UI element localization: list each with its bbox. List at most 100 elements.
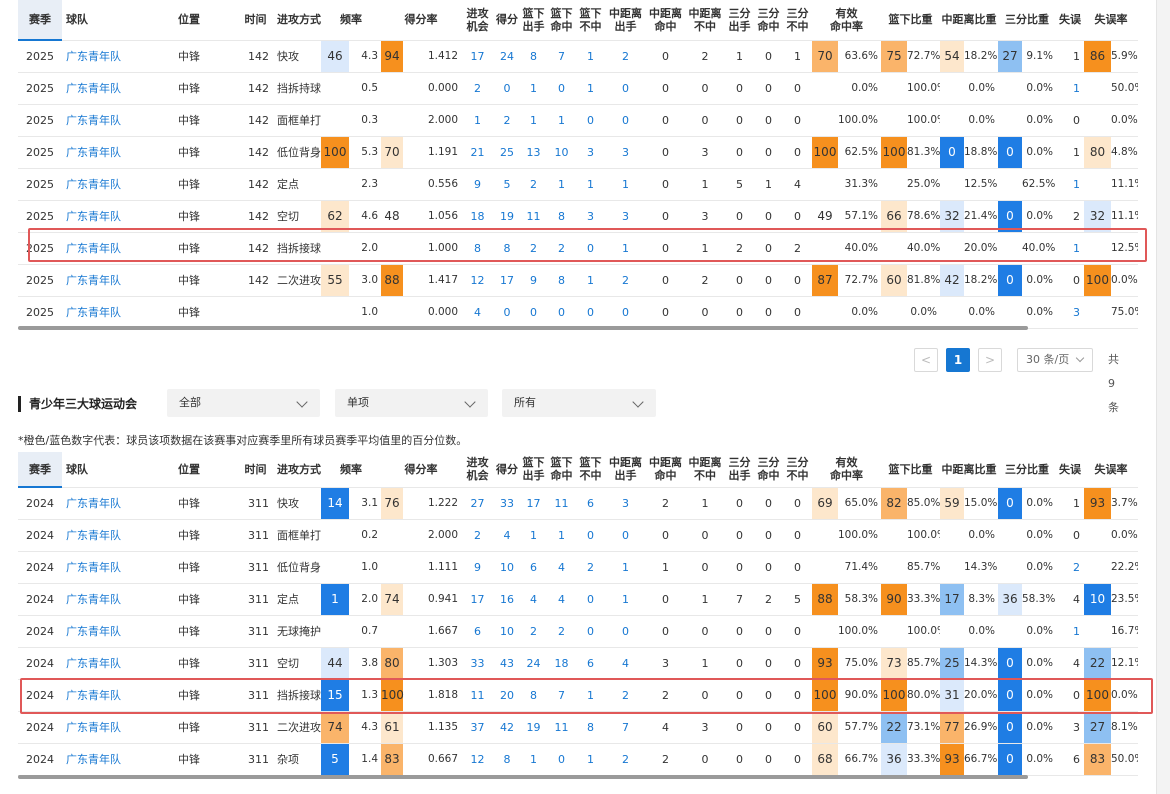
table2-horizontal-scrollbar[interactable] (18, 775, 1028, 779)
column-header[interactable]: 失误 (1056, 452, 1084, 488)
column-header[interactable]: 时间 (238, 452, 273, 488)
table-row[interactable]: 2025 广东青年队 中锋 1.0 0.000 4 0 0 0 0 0 0 0 0 0 0 0.0% 0.0% 0.… (18, 296, 1138, 329)
freq-value: 0.7 (361, 625, 378, 637)
table-row[interactable]: 2024 广东青年队 中锋 311 二次进攻 74 4.3 61 1.135 37 42 19 11 8 7… (18, 711, 1138, 744)
team-cell[interactable]: 广东青年队 (62, 40, 174, 73)
column-header[interactable]: 有效 命中率 (812, 452, 881, 488)
team-cell[interactable]: 广东青年队 (62, 519, 174, 552)
column-header[interactable]: 中距离 命中 (646, 452, 685, 488)
efg-percentile-badge (812, 73, 838, 104)
column-header[interactable]: 三分 命中 (754, 0, 783, 41)
column-header[interactable]: 篮下 命中 (547, 452, 576, 488)
table1-horizontal-scrollbar[interactable] (18, 326, 1028, 330)
column-header[interactable]: 失误率 (1084, 452, 1138, 488)
column-header[interactable]: 三分 不中 (783, 0, 812, 41)
tovr-value: 16.7% (1111, 625, 1138, 637)
column-header[interactable]: 位置 (174, 0, 238, 41)
column-header[interactable]: 得分率 (381, 0, 461, 41)
column-header[interactable]: 时间 (238, 0, 273, 41)
table-row[interactable]: 2025 广东青年队 中锋 142 挡拆接球 2.0 1.000 8 8 2 2 0 1 0 1 2 0 2 40.… (18, 232, 1138, 265)
column-header[interactable]: 赛季 (18, 0, 62, 41)
column-header[interactable]: 位置 (174, 452, 238, 488)
column-header[interactable]: 进攻 机会 (461, 0, 494, 41)
team-cell[interactable]: 广东青年队 (62, 487, 174, 520)
column-header[interactable]: 失误 (1056, 0, 1084, 41)
column-header[interactable]: 球队 (62, 452, 174, 488)
column-header[interactable]: 频率 (321, 0, 381, 41)
column-header[interactable]: 三分 命中 (754, 452, 783, 488)
team-cell[interactable]: 广东青年队 (62, 104, 174, 137)
team-cell[interactable]: 广东青年队 (62, 168, 174, 201)
team-cell[interactable]: 广东青年队 (62, 296, 174, 329)
table-row[interactable]: 2024 广东青年队 中锋 311 杂项 5 1.4 83 0.667 12 8 1 0 1 2 2 0 0 0 0 6… (18, 743, 1138, 776)
column-header[interactable]: 中距离 不中 (685, 452, 725, 488)
column-header[interactable]: 中距离比重 (940, 452, 998, 488)
filter-select-1[interactable]: 全部 (167, 389, 320, 417)
column-header[interactable]: 篮下 出手 (520, 0, 547, 41)
table-row[interactable]: 2024 广东青年队 中锋 311 挡拆接球 15 1.3 100 1.818 11 20 8 7 1 2 2… (18, 679, 1138, 712)
column-header[interactable]: 篮下 不中 (576, 452, 605, 488)
table-row[interactable]: 2024 广东青年队 中锋 311 快攻 14 3.1 76 1.222 27 33 17 11 6 3 2 1… (18, 487, 1138, 520)
column-header[interactable]: 三分比重 (998, 452, 1056, 488)
column-header[interactable]: 得分 (494, 0, 520, 41)
column-header[interactable]: 中距离比重 (940, 0, 998, 41)
column-header[interactable]: 篮下 出手 (520, 452, 547, 488)
table-row[interactable]: 2024 广东青年队 中锋 311 低位背身 1.0 1.111 9 10 6 4 2 1 1 0 0 0 0 71… (18, 551, 1138, 584)
column-header[interactable]: 篮下 不中 (576, 0, 605, 41)
column-header[interactable]: 中距离 出手 (605, 0, 646, 41)
table-row[interactable]: 2025 广东青年队 中锋 142 面框单打 0.3 2.000 1 2 1 1 0 0 0 0 0 0 0 100… (18, 104, 1138, 137)
column-header[interactable]: 三分 出手 (725, 0, 754, 41)
tovr-cell: 27 8.1% (1084, 711, 1138, 744)
column-header[interactable]: 有效 命中率 (812, 0, 881, 41)
column-header[interactable]: 得分率 (381, 452, 461, 488)
page-1-button[interactable]: 1 (946, 348, 970, 372)
column-header[interactable]: 三分 出手 (725, 452, 754, 488)
filter-select-2[interactable]: 单项 (335, 389, 488, 417)
page-size-select[interactable]: 30 条/页 (1017, 348, 1093, 372)
team-cell[interactable]: 广东青年队 (62, 647, 174, 680)
column-header[interactable]: 篮下 命中 (547, 0, 576, 41)
next-page-button[interactable]: > (978, 348, 1002, 372)
team-cell[interactable]: 广东青年队 (62, 615, 174, 648)
column-header[interactable]: 中距离 不中 (685, 0, 725, 41)
type-cell: 空切 (273, 647, 321, 680)
prev-page-button[interactable]: < (914, 348, 938, 372)
column-header[interactable]: 篮下比重 (881, 0, 940, 41)
team-cell[interactable]: 广东青年队 (62, 743, 174, 776)
table-row[interactable]: 2024 广东青年队 中锋 311 无球掩护 0.7 1.667 6 10 2 2 0 0 0 0 0 0 0 10… (18, 615, 1138, 648)
team-cell[interactable]: 广东青年队 (62, 72, 174, 105)
team-cell[interactable]: 广东青年队 (62, 551, 174, 584)
table-row[interactable]: 2025 广东青年队 中锋 142 空切 62 4.6 48 1.056 18 19 11 8 3 3 0 3 0… (18, 200, 1138, 233)
table-row[interactable]: 2025 广东青年队 中锋 142 挡拆持球 0.5 0.000 2 0 1 0 1 0 0 0 0 0 0 0.0… (18, 72, 1138, 105)
column-header[interactable]: 篮下比重 (881, 452, 940, 488)
column-header[interactable]: 进攻方式 (273, 452, 321, 488)
column-header[interactable]: 赛季 (18, 452, 62, 488)
column-header[interactable]: 失误率 (1084, 0, 1138, 41)
column-header[interactable]: 三分 不中 (783, 452, 812, 488)
column-header[interactable]: 得分 (494, 452, 520, 488)
table-row[interactable]: 2024 广东青年队 中锋 311 定点 1 2.0 74 0.941 17 16 4 4 0 1 0 1 7 2 5… (18, 583, 1138, 616)
column-header[interactable]: 中距离 命中 (646, 0, 685, 41)
table-row[interactable]: 2024 广东青年队 中锋 311 面框单打 0.2 2.000 2 4 1 1 0 0 0 0 0 0 0 100… (18, 519, 1138, 552)
team-cell[interactable]: 广东青年队 (62, 200, 174, 233)
team-cell[interactable]: 广东青年队 (62, 583, 174, 616)
column-header[interactable]: 频率 (321, 452, 381, 488)
column-header[interactable]: 进攻方式 (273, 0, 321, 41)
filter-select-3[interactable]: 所有 (502, 389, 656, 417)
page-vertical-scrollbar[interactable] (1156, 0, 1170, 794)
table-row[interactable]: 2025 广东青年队 中锋 142 二次进攻 55 3.0 88 1.417 12 17 9 8 1 2 0 2… (18, 264, 1138, 297)
team-cell[interactable]: 广东青年队 (62, 232, 174, 265)
team-cell[interactable]: 广东青年队 (62, 264, 174, 297)
table-row[interactable]: 2024 广东青年队 中锋 311 空切 44 3.8 80 1.303 33 43 24 18 6 4 3 1… (18, 647, 1138, 680)
table-row[interactable]: 2025 广东青年队 中锋 142 快攻 46 4.3 94 1.412 17 24 8 7 1 2 0 2 1 0… (18, 40, 1138, 73)
column-header[interactable]: 中距离 出手 (605, 452, 646, 488)
table-row[interactable]: 2025 广东青年队 中锋 142 低位背身 100 5.3 70 1.191 21 25 13 10 3… (18, 136, 1138, 169)
column-header[interactable]: 三分比重 (998, 0, 1056, 41)
column-header[interactable]: 球队 (62, 0, 174, 41)
team-cell[interactable]: 广东青年队 (62, 136, 174, 169)
team-cell[interactable]: 广东青年队 (62, 679, 174, 712)
column-header[interactable]: 进攻 机会 (461, 452, 494, 488)
table-row[interactable]: 2025 广东青年队 中锋 142 定点 2.3 0.556 9 5 2 1 1 1 0 1 5 1 4 31.3%… (18, 168, 1138, 201)
freq-percentile-badge: 46 (321, 40, 349, 71)
team-cell[interactable]: 广东青年队 (62, 711, 174, 744)
